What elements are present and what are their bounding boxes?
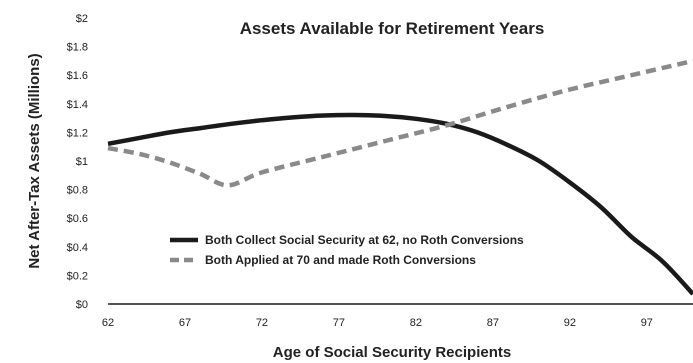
- x-tick-label: 77: [333, 317, 345, 329]
- legend: Both Collect Social Security at 62, no R…: [170, 233, 524, 267]
- y-tick-label: $2: [76, 13, 88, 25]
- y-tick-label: $0.4: [67, 242, 88, 254]
- x-tick-label: 82: [410, 317, 422, 329]
- y-tick-label: $1.2: [67, 127, 88, 139]
- series-lines: [107, 58, 693, 296]
- x-axis-ticks: 62 67 72 77 82 87 92 97: [102, 317, 653, 329]
- y-tick-label: $1.8: [67, 42, 88, 54]
- legend-label-roth: Both Applied at 70 and made Roth Convers…: [205, 253, 476, 267]
- x-tick-label: 62: [102, 317, 114, 329]
- x-tick-label: 92: [564, 317, 576, 329]
- series-line-roth: [107, 58, 693, 188]
- y-axis-ticks: $0 $0.2 $0.4 $0.6 $0.8 $1 $1.2 $1.4 $1.6 $1.8 $2: [67, 13, 88, 311]
- y-tick-label: $0.2: [67, 270, 88, 282]
- y-tick-label: $0.8: [67, 185, 88, 197]
- y-axis-label: Net After-Tax Assets (Millions): [26, 53, 43, 268]
- y-tick-label: $1.4: [67, 99, 88, 111]
- y-tick-label: $0: [76, 299, 88, 311]
- x-tick-label: 67: [179, 317, 191, 329]
- x-axis-label: Age of Social Security Recipients: [273, 344, 511, 361]
- chart-title: Assets Available for Retirement Years: [240, 19, 545, 38]
- x-tick-label: 97: [641, 317, 653, 329]
- legend-label-no-roth: Both Collect Social Security at 62, no R…: [205, 233, 524, 247]
- y-tick-label: $1.6: [67, 70, 88, 82]
- x-tick-label: 72: [256, 317, 268, 329]
- series-line-no-roth: [107, 112, 693, 296]
- y-tick-label: $1: [76, 156, 88, 168]
- x-tick-label: 87: [487, 317, 499, 329]
- y-tick-label: $0.6: [67, 213, 88, 225]
